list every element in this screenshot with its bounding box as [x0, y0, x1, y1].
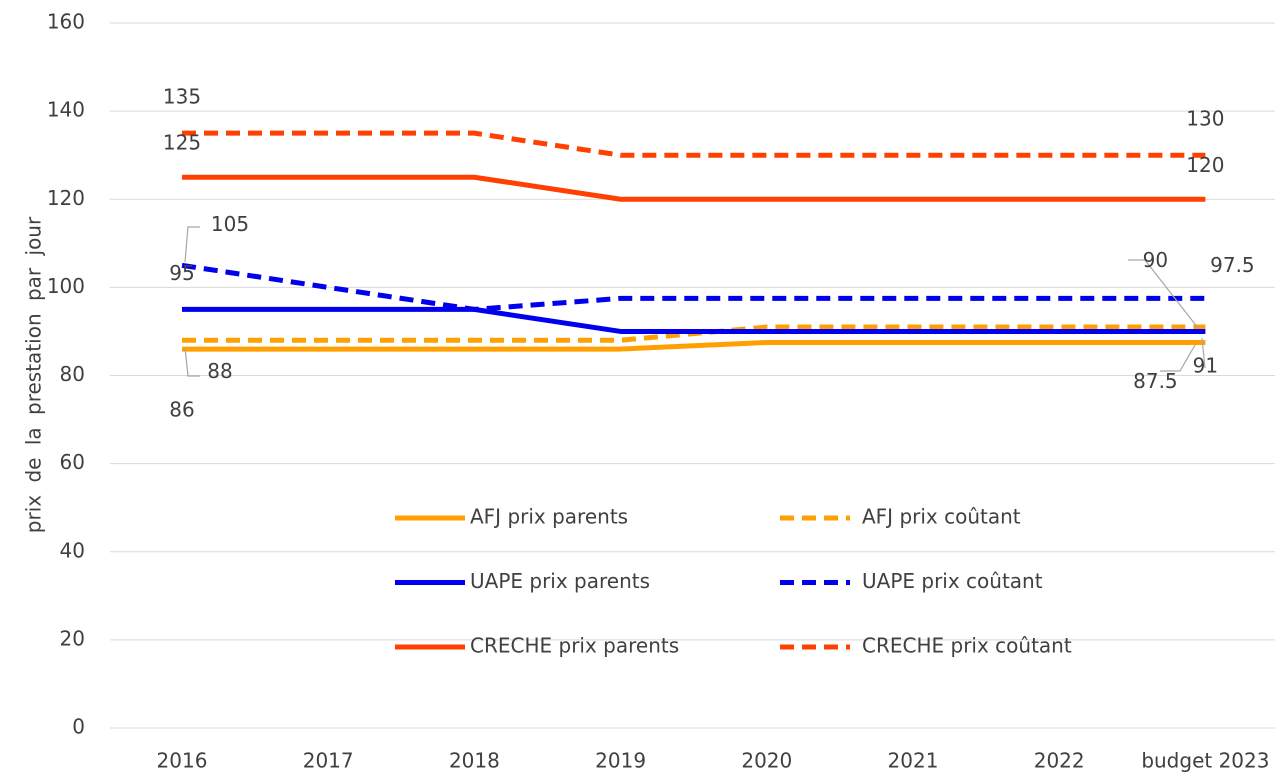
series-line [182, 339, 1206, 352]
x-tick-label: 2018 [449, 749, 500, 773]
legend-label: UAPE prix coûtant [862, 569, 1043, 593]
data-label: 120 [1186, 153, 1224, 177]
x-tick-label: 2020 [741, 749, 792, 773]
y-tick-label: 100 [47, 274, 85, 298]
x-tick-label: budget 2023 [1141, 749, 1269, 773]
data-label: 97.5 [1210, 253, 1255, 277]
data-label: 130 [1186, 107, 1224, 131]
leader-line [1201, 337, 1206, 369]
x-tick-label: 2022 [1034, 749, 1085, 773]
y-tick-label: 20 [60, 626, 85, 650]
data-label: 90 [1143, 248, 1168, 272]
x-tick-label: 2017 [303, 749, 354, 773]
series-line [182, 130, 1206, 158]
y-tick-label: 80 [60, 362, 85, 386]
legend-label: CRECHE prix parents [470, 634, 679, 658]
data-label: 105 [211, 212, 249, 236]
leader-line [1128, 259, 1199, 329]
leader-line [1160, 344, 1196, 372]
x-tick-label: 2016 [157, 749, 208, 773]
data-label: 88 [207, 359, 232, 383]
x-tick-label: 2021 [888, 749, 939, 773]
y-tick-label: 40 [60, 538, 85, 562]
data-label: 91 [1193, 354, 1218, 378]
leader-line [184, 347, 200, 377]
series-line [182, 174, 1206, 202]
y-tick-label: 60 [60, 450, 85, 474]
y-tick-label: 0 [72, 715, 85, 739]
legend-label: AFJ prix coûtant [862, 505, 1021, 529]
y-tick-label: 160 [47, 10, 85, 34]
x-tick-label: 2019 [595, 749, 646, 773]
y-tick-label: 120 [47, 186, 85, 210]
data-label: 135 [163, 85, 201, 109]
series-line [182, 306, 1206, 334]
legend-label: AFJ prix parents [470, 505, 628, 529]
series-line [181, 262, 1206, 312]
data-label: 95 [169, 261, 194, 285]
data-label: 125 [163, 131, 201, 155]
y-tick-label: 140 [47, 98, 85, 122]
y-axis-label: prix de la prestation par jour [22, 216, 46, 533]
legend-label: CRECHE prix coûtant [862, 634, 1072, 658]
data-label: 87.5 [1133, 369, 1178, 393]
data-label: 86 [169, 398, 194, 422]
leader-line [184, 226, 200, 263]
legend-label: UAPE prix parents [470, 569, 650, 593]
